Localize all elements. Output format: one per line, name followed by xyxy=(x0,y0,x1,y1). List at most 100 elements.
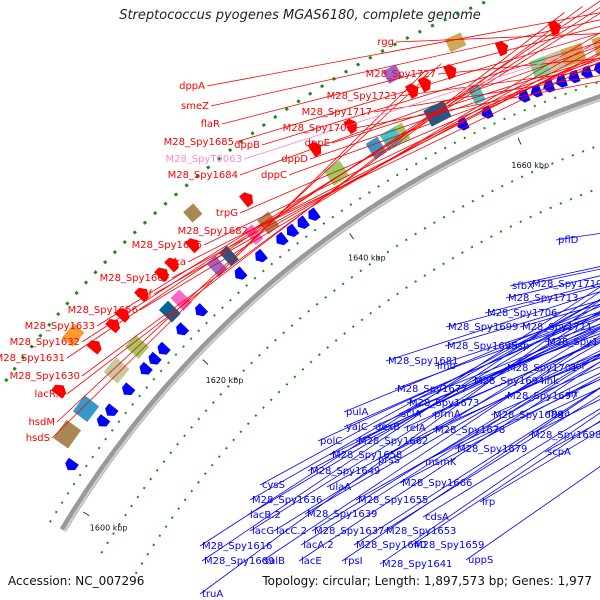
leader-line xyxy=(304,342,600,515)
gene-label: M28_Spy1640 xyxy=(356,540,426,551)
cog-block-outer xyxy=(61,323,85,347)
gene-label: M28_Spy1711 xyxy=(522,322,592,333)
leader-line xyxy=(311,353,600,532)
leader-line xyxy=(445,285,600,328)
gene-label: M28_Spy1639 xyxy=(307,509,377,520)
reverse-gene-arrow xyxy=(286,223,300,237)
gene-label: M28_Spy1705 xyxy=(283,123,353,134)
gene-label: M28_Spy1706 xyxy=(487,308,557,319)
reverse-gene-arrow xyxy=(581,65,594,79)
gene-label: cdsA xyxy=(425,512,449,523)
leader-line xyxy=(422,408,600,518)
leader-line xyxy=(373,75,600,113)
leader-line xyxy=(385,291,600,362)
gene-label: M28_Spy1630 xyxy=(10,371,80,382)
gene-label: M28_Spy1681 xyxy=(388,356,458,367)
gene-label: M28_Spy1695 xyxy=(447,341,517,352)
gene-label: M28_Spy1713 xyxy=(508,293,578,304)
gene-label: M28_Spy1655 xyxy=(358,495,428,506)
gene-label: dppA xyxy=(179,81,205,92)
reverse-gene-arrow xyxy=(139,361,153,375)
leader-line xyxy=(422,372,600,463)
gene-label: M28_Spy1688 xyxy=(493,410,563,421)
leader-line xyxy=(249,299,600,501)
gene-label: flaR xyxy=(201,119,220,130)
leader-line xyxy=(307,318,600,472)
gene-label: pflD xyxy=(558,235,579,246)
gene-label: rpsI xyxy=(344,556,363,567)
gene-label: M28_Spy1698 xyxy=(531,430,600,441)
gene-label: M28_Spy1694 xyxy=(474,376,544,387)
gene-label: M28_Spy1678 xyxy=(435,425,505,436)
gene-label: hsdM xyxy=(28,417,55,428)
gene-label: dexB xyxy=(375,422,400,433)
gene-label: sfbX xyxy=(512,281,534,292)
gene-label: M28_Spy1712 xyxy=(547,337,600,348)
gene-label: prsS xyxy=(378,455,400,466)
reverse-gene-arrow xyxy=(297,215,310,229)
gene-label: dppC xyxy=(261,170,287,181)
leader-line xyxy=(199,299,600,595)
leader-line xyxy=(171,46,600,279)
leader-line xyxy=(139,32,600,311)
leader-line xyxy=(210,19,600,107)
gene-label: M28_Spy1632 xyxy=(10,337,80,348)
gene-label: M28_Spy1723 xyxy=(327,91,397,102)
gene-label: hsdS xyxy=(26,433,50,444)
map-title: Streptococcus pyogenes MGAS6180, complet… xyxy=(119,8,481,23)
leader-line xyxy=(187,52,600,263)
gene-label: lrp xyxy=(482,497,495,508)
gene-label: truA xyxy=(202,589,223,600)
leader-line xyxy=(399,376,600,484)
gene-label: M28_Spy1653 xyxy=(386,526,456,537)
gene-label: lacA.2 xyxy=(303,540,334,551)
reverse-gene-arrow xyxy=(122,382,136,396)
gene-label: trpG xyxy=(216,208,238,219)
gene-label: M28_Spy1727 xyxy=(366,69,436,80)
ruler-tick-label: 1640 kbp xyxy=(348,253,386,262)
leader-line xyxy=(206,12,600,87)
ruler-tick-label: 1600 kbp xyxy=(90,524,128,533)
gene-label: scpA xyxy=(547,447,571,458)
gene-label: pulA xyxy=(346,407,368,418)
leader-line xyxy=(465,466,600,561)
reverse-gene-arrow xyxy=(157,341,171,355)
gene-label: M28_SpyT0063 xyxy=(165,154,242,165)
ruler-tick xyxy=(517,137,522,145)
forward-gene-arrow xyxy=(164,257,179,273)
backbone-arc xyxy=(59,93,600,532)
gene-label: M28_Spy1636 xyxy=(252,495,322,506)
leader-line xyxy=(51,71,425,439)
leader-line xyxy=(394,313,600,390)
leader-line xyxy=(403,339,600,429)
cog-block xyxy=(394,122,411,143)
forward-gene-arrow xyxy=(154,267,169,283)
ruler-tick xyxy=(349,233,355,240)
accession-text: Accession: NC_007296 xyxy=(8,574,145,588)
leader-line xyxy=(411,420,600,546)
gene-label: sof xyxy=(570,361,585,372)
gene-label: irr xyxy=(568,389,580,400)
leader-line xyxy=(355,361,600,501)
reverse-gene-arrow xyxy=(457,116,470,131)
leader-line xyxy=(395,33,600,43)
gene-label: lacC.2 xyxy=(276,526,307,537)
cog-block xyxy=(103,357,130,384)
gene-label: M28_Spy1679 xyxy=(457,444,527,455)
leader-line xyxy=(259,298,600,486)
gene-label: lacG xyxy=(252,526,274,537)
gene-label: M28_Spy1717 xyxy=(302,107,372,118)
reverse-gene-arrow xyxy=(96,414,111,427)
gene-label: M28_Spy1676 xyxy=(132,240,202,251)
gene-label: M28_Spy1667 xyxy=(100,273,170,284)
gene-label: mga xyxy=(548,408,570,419)
gene-label: M28_Spy1662 xyxy=(358,436,428,447)
gene-label: M28_Spy1641 xyxy=(382,559,452,570)
leader-line xyxy=(454,379,600,450)
gene-label: M28_Spy1699 xyxy=(448,322,518,333)
leader-line xyxy=(56,63,442,423)
cog-block xyxy=(467,83,486,105)
gene-label: lmb xyxy=(437,361,456,372)
ruler-tick xyxy=(202,359,209,365)
leader-line xyxy=(432,354,600,431)
